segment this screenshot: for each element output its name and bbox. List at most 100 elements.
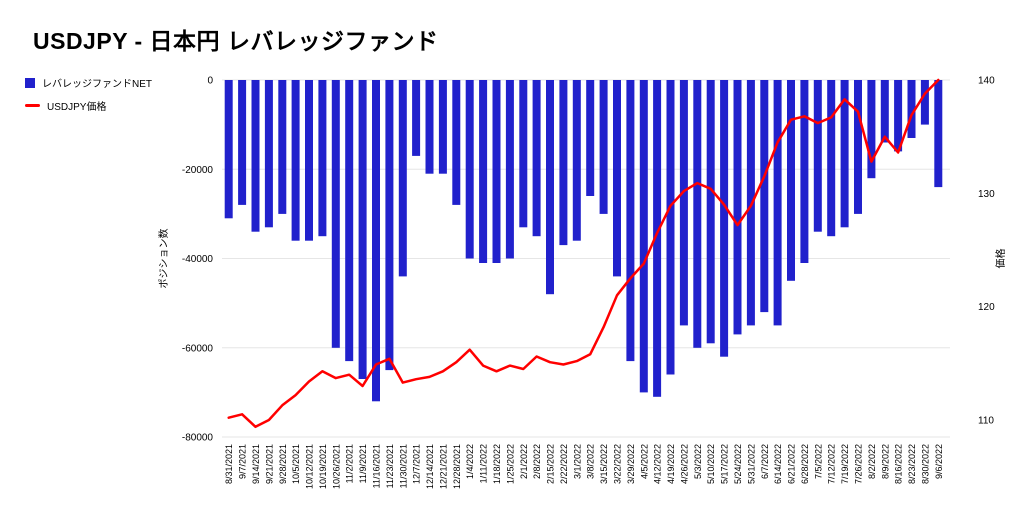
x-axis-label: 8/9/2022 bbox=[880, 444, 890, 479]
net-position-bar bbox=[412, 80, 421, 156]
net-position-bar bbox=[733, 80, 742, 335]
net-position-bar bbox=[505, 80, 514, 259]
net-position-bar bbox=[305, 80, 313, 241]
x-axis-label: 1/18/2022 bbox=[492, 444, 502, 484]
net-position-bar bbox=[572, 80, 581, 241]
net-position-bar bbox=[331, 80, 340, 348]
net-position-bar bbox=[827, 80, 836, 237]
x-axis-label: 8/23/2022 bbox=[907, 444, 917, 484]
net-position-bar bbox=[880, 80, 889, 143]
x-axis-label: 3/1/2022 bbox=[572, 444, 582, 479]
net-position-bar bbox=[452, 80, 461, 205]
x-axis-label: 2/22/2022 bbox=[559, 444, 569, 484]
legend-item-net: レバレッジファンドNET bbox=[25, 71, 152, 94]
x-axis-label: 11/30/2021 bbox=[398, 444, 408, 488]
chart-title: USDJPY - 日本円 レバレッジファンド bbox=[33, 28, 439, 54]
x-axis-label: 12/28/2021 bbox=[452, 444, 462, 489]
x-axis-label: 11/23/2021 bbox=[385, 444, 395, 488]
net-position-bar bbox=[291, 80, 300, 241]
net-position-bar bbox=[706, 80, 715, 344]
net-position-bar bbox=[760, 80, 769, 313]
x-axis-label: 8/16/2022 bbox=[894, 444, 904, 484]
net-position-bar bbox=[653, 80, 662, 397]
legend-label-net: レバレッジファンドNET bbox=[42, 79, 152, 90]
bar-series-swatch-icon bbox=[25, 77, 35, 88]
net-position-bar bbox=[666, 80, 675, 375]
x-axis-label: 1/11/2022 bbox=[479, 444, 489, 483]
net-position-bar bbox=[787, 80, 795, 281]
net-position-bar bbox=[251, 80, 260, 232]
x-axis-label: 2/8/2022 bbox=[532, 444, 542, 479]
net-position-bar bbox=[318, 80, 327, 237]
legend-item-price: USDJPY価格 bbox=[25, 94, 152, 117]
net-position-bar bbox=[720, 80, 729, 357]
net-position-bar bbox=[372, 80, 380, 402]
net-position-bar bbox=[385, 80, 394, 371]
x-axis-label: 3/15/2022 bbox=[599, 444, 609, 484]
net-position-bar bbox=[278, 80, 287, 214]
x-axis-label: 3/29/2022 bbox=[626, 444, 636, 484]
net-position-bar bbox=[492, 80, 501, 263]
net-position-bar bbox=[586, 80, 595, 196]
net-position-bar bbox=[238, 80, 247, 205]
net-position-bar bbox=[867, 80, 876, 179]
x-axis-label: 7/19/2022 bbox=[840, 444, 850, 484]
x-axis-label: 6/28/2022 bbox=[800, 444, 810, 484]
x-axis-label: 11/16/2021 bbox=[371, 444, 381, 488]
x-axis-label: 4/12/2022 bbox=[653, 444, 663, 484]
net-position-bar bbox=[264, 80, 273, 228]
x-axis-label: 8/31/2021 bbox=[224, 444, 234, 484]
net-position-bar bbox=[425, 80, 434, 174]
x-axis-label: 5/31/2022 bbox=[746, 444, 756, 484]
x-axis-label: 11/9/2021 bbox=[358, 444, 368, 483]
left-axis-tick-label: 0 bbox=[207, 76, 213, 87]
right-axis-tick-label: 130 bbox=[978, 189, 995, 200]
net-position-bar bbox=[398, 80, 407, 277]
net-position-bar bbox=[679, 80, 688, 326]
legend-label-price: USDJPY価格 bbox=[47, 102, 107, 113]
x-axis-label: 8/30/2022 bbox=[920, 444, 930, 484]
x-axis-label: 5/10/2022 bbox=[706, 444, 716, 484]
net-position-bar bbox=[345, 80, 354, 362]
x-axis-label: 4/19/2022 bbox=[666, 444, 676, 484]
x-axis-label: 12/7/2021 bbox=[412, 444, 422, 484]
net-position-bar bbox=[438, 80, 447, 174]
net-position-bar bbox=[693, 80, 702, 348]
net-position-bar bbox=[773, 80, 782, 326]
right-axis-tick-label: 120 bbox=[978, 302, 995, 313]
x-axis-label: 5/17/2022 bbox=[720, 444, 730, 484]
x-axis-label: 11/2/2021 bbox=[345, 444, 355, 483]
net-position-bar bbox=[840, 80, 849, 228]
net-position-bar bbox=[559, 80, 568, 246]
x-axis-label: 6/14/2022 bbox=[773, 444, 783, 484]
x-axis-label: 9/28/2021 bbox=[278, 444, 288, 484]
x-axis-label: 8/2/2022 bbox=[867, 444, 877, 479]
x-axis-label: 6/21/2022 bbox=[787, 444, 797, 484]
left-axis-tick-label: -40000 bbox=[182, 254, 214, 265]
left-axis-tick-label: -20000 bbox=[182, 165, 214, 176]
x-axis-label: 6/7/2022 bbox=[760, 444, 770, 479]
net-position-bar bbox=[626, 80, 635, 362]
x-axis-label: 2/1/2022 bbox=[519, 444, 529, 479]
left-axis-tick-label: -60000 bbox=[182, 343, 214, 354]
net-position-bar bbox=[224, 80, 233, 219]
right-axis-tick-label: 110 bbox=[978, 416, 994, 427]
x-axis-label: 12/14/2021 bbox=[425, 444, 435, 489]
net-position-bar bbox=[920, 80, 929, 125]
x-axis-label: 9/14/2021 bbox=[251, 444, 261, 484]
net-position-bar bbox=[479, 80, 488, 263]
x-axis-label: 7/5/2022 bbox=[813, 444, 823, 479]
legend: レバレッジファンドNET USDJPY価格 bbox=[25, 71, 152, 117]
x-axis-label: 7/12/2022 bbox=[827, 444, 837, 484]
x-axis-label: 4/26/2022 bbox=[679, 444, 689, 484]
net-position-bar bbox=[465, 80, 474, 259]
x-axis-label: 1/25/2022 bbox=[505, 444, 515, 484]
left-axis-title: ポジション数 bbox=[157, 229, 170, 289]
net-position-bar bbox=[613, 80, 621, 277]
x-axis-label: 7/26/2022 bbox=[853, 444, 863, 484]
net-position-bar bbox=[907, 80, 916, 138]
net-position-bar bbox=[746, 80, 755, 326]
x-axis-label: 3/22/2022 bbox=[612, 444, 622, 484]
net-position-bar bbox=[813, 80, 822, 232]
